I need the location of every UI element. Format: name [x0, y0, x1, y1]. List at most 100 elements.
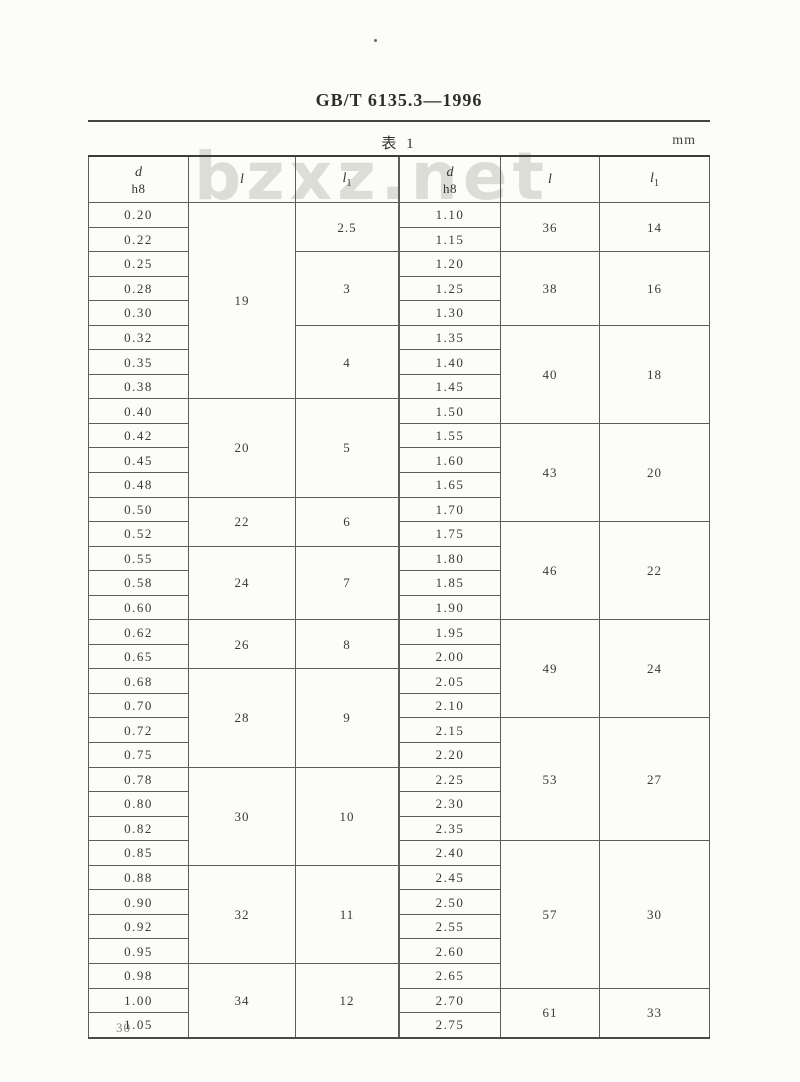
header-row: d h8 l l1	[399, 155, 710, 203]
d-value-cell: 1.15	[399, 226, 501, 253]
d-value-cell: 0.58	[88, 570, 189, 596]
table-row: 1.95 49 24	[399, 619, 710, 719]
column-header-d: d h8	[399, 155, 501, 203]
l-value-cell: 24	[188, 545, 296, 621]
d-value-cell: 0.25	[88, 251, 189, 277]
l1-value-cell: 24	[599, 619, 710, 719]
d-value-cell: 0.50	[88, 496, 189, 523]
d-value-cell: 0.45	[88, 447, 189, 474]
d-value-cell: 0.95	[88, 938, 189, 964]
d-value-cell: 0.48	[88, 472, 189, 498]
table-row: 0.22	[88, 226, 399, 253]
d-value-cell: 0.42	[88, 422, 189, 449]
d-value-cell: 1.45	[399, 373, 501, 400]
d-value-cell: 0.68	[88, 668, 189, 694]
l-value-cell: 49	[500, 619, 600, 719]
d-value-cell: 1.90	[399, 594, 501, 621]
d-value-cell: 0.78	[88, 766, 189, 793]
table-row: 1.75 46 22	[399, 521, 710, 621]
table-row: 2.50	[399, 889, 710, 915]
table-row: 0.45	[88, 447, 399, 474]
d-value-cell: 0.60	[88, 594, 189, 621]
table-row: 2.25	[399, 766, 710, 793]
d-value-cell: 0.75	[88, 742, 189, 768]
d-value-cell: 1.25	[399, 275, 501, 302]
l1-value-cell: 7	[295, 545, 399, 621]
l-value-cell: 34	[188, 962, 296, 1039]
d-value-cell: 0.65	[88, 643, 189, 670]
unit-label: mm	[672, 133, 696, 148]
d-symbol: d	[135, 164, 142, 180]
d-value-cell: 1.00	[88, 987, 189, 1014]
dimension-table: d h8 l l1 0.20 19 2.5 0.22 0.25 3 0.28 0.30 0.32…	[88, 155, 710, 1039]
table-row: 0.68 28 9	[88, 668, 399, 768]
table-left-half: d h8 l l1 0.20 19 2.5 0.22 0.25 3 0.28 0.30 0.32…	[88, 155, 399, 1039]
header-rule	[88, 120, 710, 122]
d-value-cell: 1.20	[399, 251, 501, 277]
table-row: 1.10 36 14	[399, 201, 710, 253]
l-value-cell: 28	[188, 668, 296, 768]
table-row: 0.30	[88, 300, 399, 326]
d-value-cell: 0.62	[88, 619, 189, 645]
l1-value-cell: 12	[295, 962, 399, 1039]
table-right-half: d h8 l l1 1.10 36 14 1.15 1.20 38 16 1.25 1.30 1.…	[399, 155, 710, 1039]
d-value-cell: 2.65	[399, 962, 501, 989]
d-value-cell: 0.40	[88, 398, 189, 424]
l1-value-cell: 3	[295, 251, 399, 326]
d-value-cell: 2.60	[399, 938, 501, 964]
table-row: 1.30	[399, 300, 710, 326]
table-row: 2.35	[399, 815, 710, 842]
column-header-l1: l1	[295, 155, 399, 203]
l1-value-cell: 27	[599, 717, 710, 842]
table-row: 0.90	[88, 889, 399, 915]
table-row: 0.38	[88, 373, 399, 400]
l-value-cell: 26	[188, 619, 296, 670]
l1-value-cell: 5	[295, 398, 399, 498]
table-row: 0.55 24 7	[88, 545, 399, 621]
l-value-cell: 20	[188, 398, 296, 498]
l1-value-cell: 18	[599, 324, 710, 424]
table-row: 2.20	[399, 742, 710, 768]
table-row: 0.58	[88, 570, 399, 596]
d-value-cell: 1.50	[399, 398, 501, 424]
d-value-cell: 1.30	[399, 300, 501, 326]
table-row: 0.62 26 8	[88, 619, 399, 670]
caption-row: 表 1 mm	[88, 132, 710, 154]
l1-value-cell: 14	[599, 201, 710, 253]
d-value-cell: 2.05	[399, 668, 501, 694]
scan-speck	[374, 39, 377, 42]
table-row: 2.00	[399, 643, 710, 670]
d-value-cell: 0.80	[88, 791, 189, 817]
table-row: 1.85	[399, 570, 710, 596]
d-value-cell: 1.05	[88, 1012, 189, 1039]
l-value-cell: 22	[188, 496, 296, 547]
table-row: 1.50	[399, 398, 710, 424]
d-value-cell: 2.25	[399, 766, 501, 793]
d-value-cell: 2.10	[399, 692, 501, 719]
l1-value-cell: 16	[599, 251, 710, 326]
d-value-cell: 0.85	[88, 840, 189, 866]
l1-value-cell: 22	[599, 521, 710, 621]
d-tolerance: h8	[131, 180, 146, 196]
table-row: 2.40 57 30	[399, 840, 710, 989]
table-row: 1.25	[399, 275, 710, 302]
l1-value-cell: 33	[599, 987, 710, 1039]
table-row: 2.70 61 33	[399, 987, 710, 1039]
d-value-cell: 1.65	[399, 472, 501, 498]
d-value-cell: 1.55	[399, 422, 501, 449]
d-value-cell: 2.20	[399, 742, 501, 768]
d-value-cell: 0.52	[88, 521, 189, 547]
d-value-cell: 0.20	[88, 202, 189, 228]
d-value-cell: 0.90	[88, 889, 189, 915]
d-value-cell: 0.70	[88, 692, 189, 719]
d-value-cell: 1.35	[399, 324, 501, 351]
column-header-l1: l1	[599, 155, 710, 203]
l-value-cell: 40	[500, 324, 600, 424]
d-value-cell: 1.60	[399, 447, 501, 474]
table-row: 0.42	[88, 422, 399, 449]
table-caption: 表 1	[381, 136, 417, 152]
table-left-body: 0.20 19 2.5 0.22 0.25 3 0.28 0.30 0.32 4 0.35 0.38 0…	[88, 201, 399, 1039]
d-value-cell: 2.50	[399, 889, 501, 915]
d-value-cell: 1.85	[399, 570, 501, 596]
table-row: 0.28	[88, 275, 399, 302]
